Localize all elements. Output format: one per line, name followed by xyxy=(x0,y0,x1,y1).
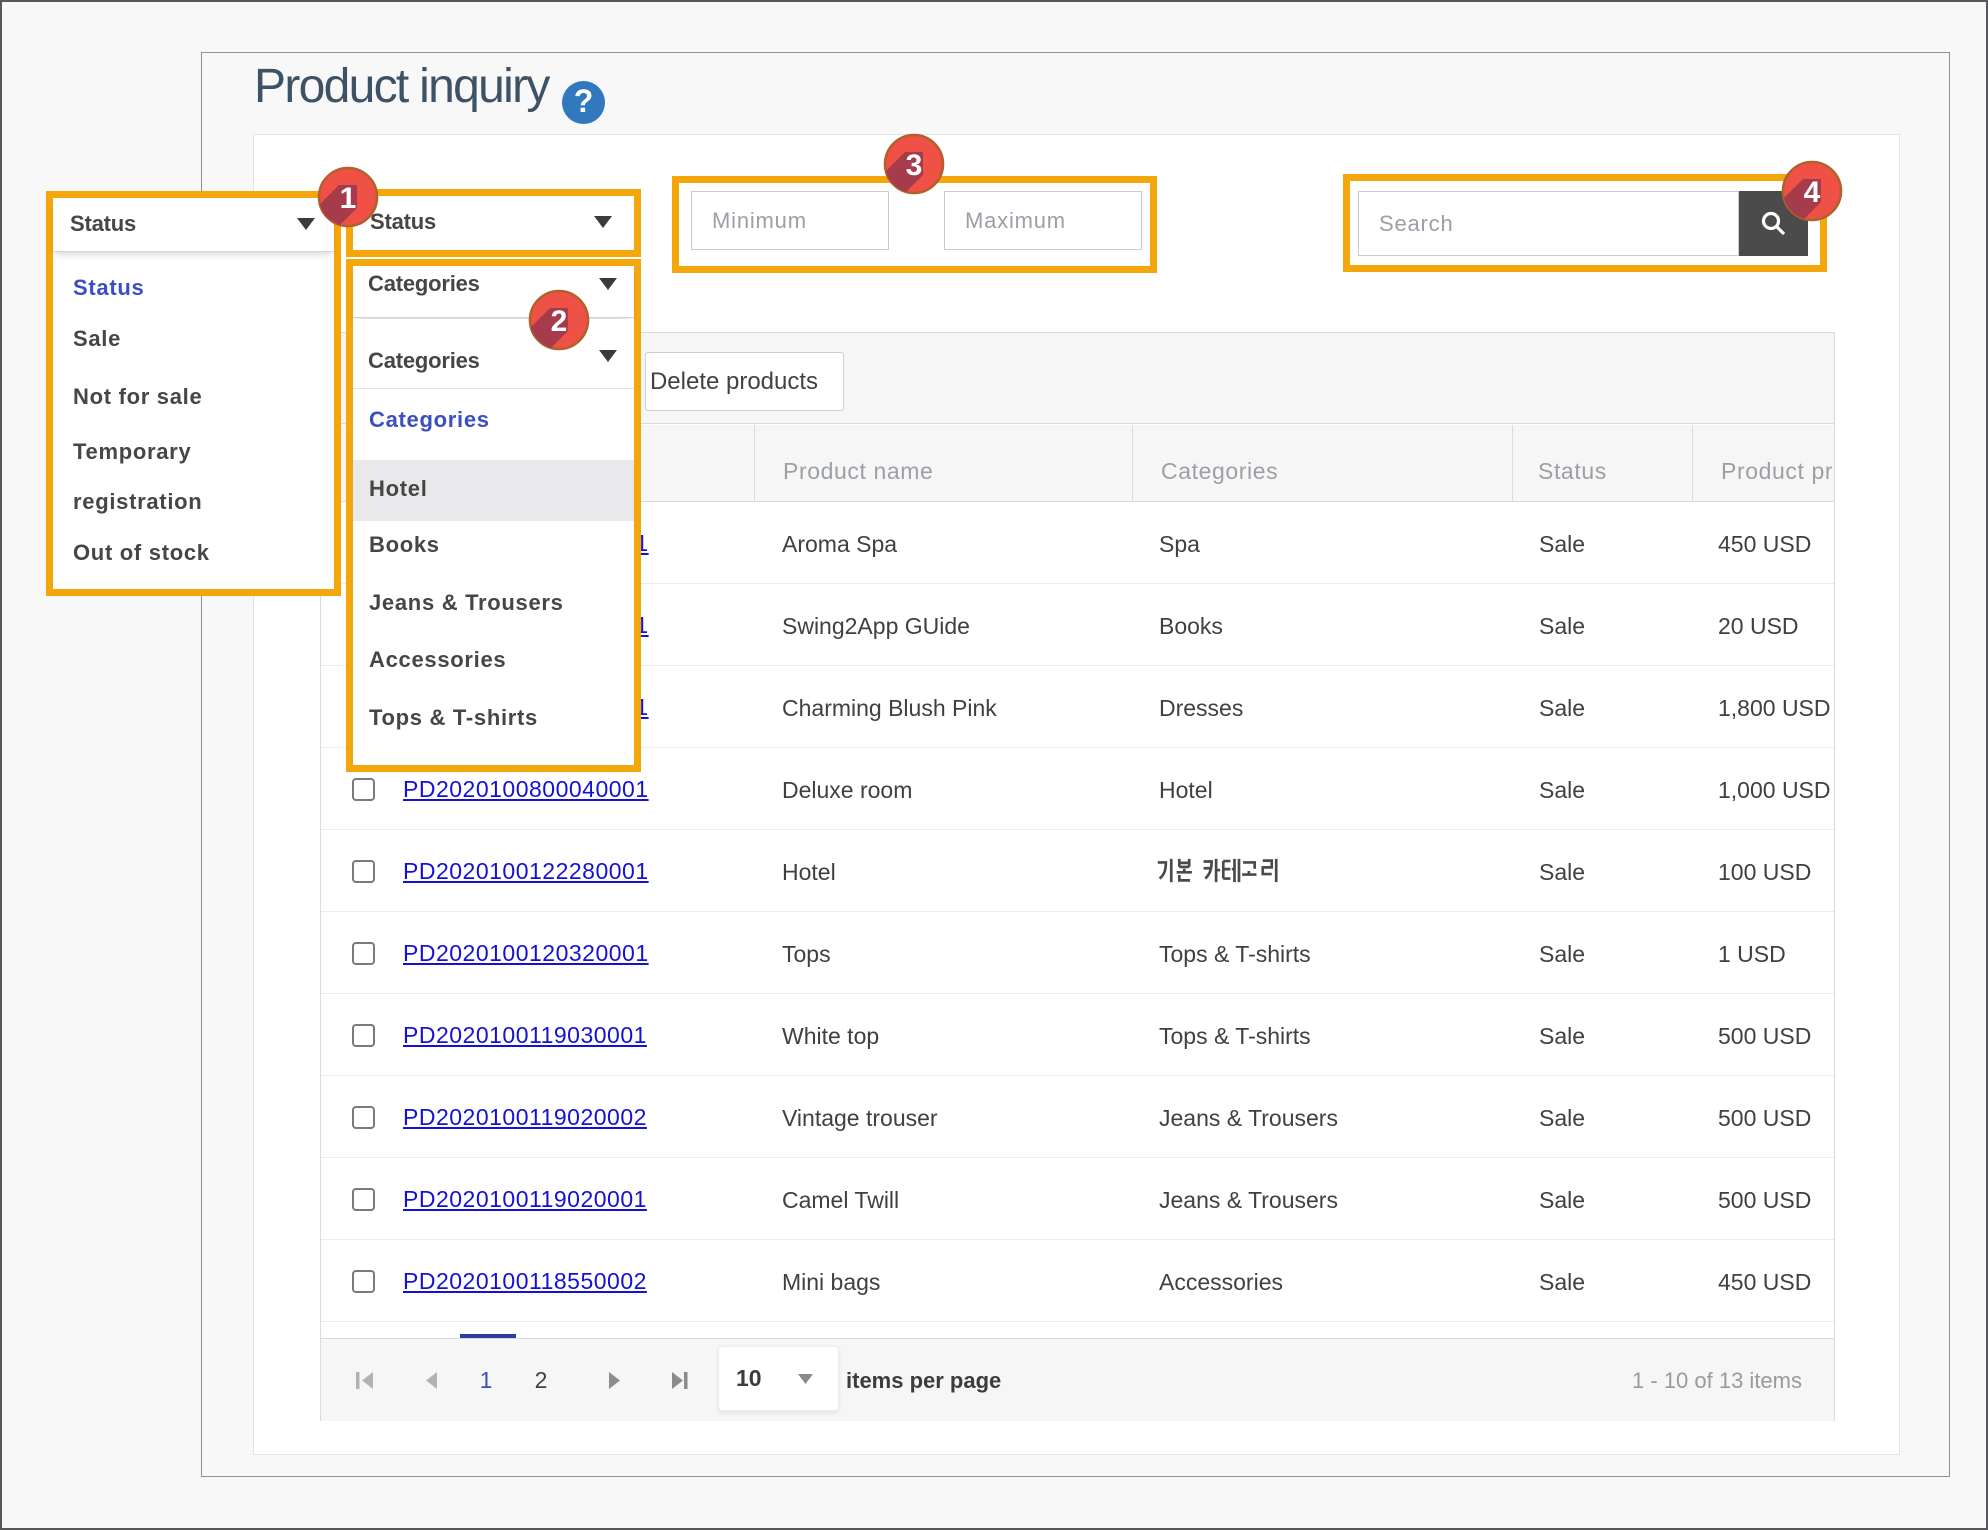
svg-text:3: 3 xyxy=(906,149,923,182)
svg-text:4: 4 xyxy=(1804,176,1821,209)
svg-text:2: 2 xyxy=(551,305,568,338)
svg-text:1: 1 xyxy=(340,182,357,215)
